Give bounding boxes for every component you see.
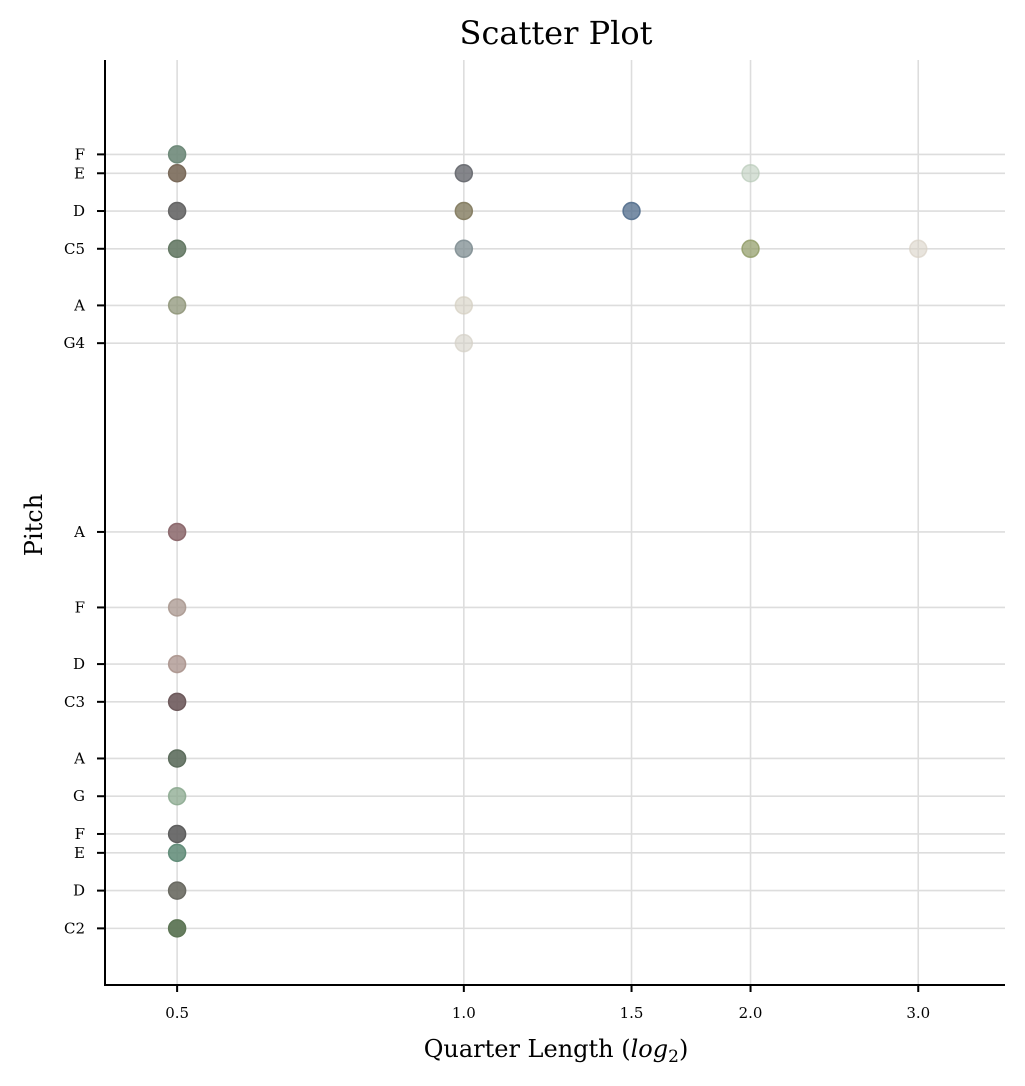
data-point — [167, 522, 187, 542]
y-tick-label: C2 — [64, 919, 85, 937]
data-point — [909, 239, 928, 259]
data-point — [167, 296, 187, 315]
x-axis-label: Quarter Length (log2) — [424, 1035, 689, 1067]
y-tick-label: F — [75, 825, 85, 843]
y-tick-label: A — [73, 749, 85, 767]
y-tick-label: C3 — [64, 693, 85, 711]
y-tick-label: D — [73, 655, 85, 673]
y-tick-label: E — [74, 164, 85, 182]
data-point — [167, 239, 187, 259]
data-points — [167, 145, 928, 938]
grid-lines — [105, 60, 1005, 985]
y-tick-label: C5 — [64, 240, 85, 258]
data-point — [454, 164, 474, 183]
data-point — [741, 239, 760, 259]
x-tick-label: 0.5 — [165, 1004, 189, 1022]
data-point — [454, 296, 474, 315]
x-tick-label: 3.0 — [906, 1004, 930, 1022]
data-point — [167, 919, 187, 938]
data-point — [167, 598, 187, 617]
chart-title: Scatter Plot — [460, 14, 653, 52]
x-tick-label: 1.5 — [620, 1004, 644, 1022]
x-tick-label: 1.0 — [452, 1004, 476, 1022]
y-tick-label: F — [75, 145, 85, 163]
data-point — [167, 201, 187, 221]
y-tick-label: A — [73, 296, 85, 314]
data-point — [167, 843, 187, 863]
y-axis-label: Pitch — [20, 494, 48, 556]
data-point — [454, 201, 474, 221]
data-point — [167, 786, 187, 806]
data-point — [167, 749, 187, 768]
y-tick-label: D — [73, 882, 85, 900]
data-point — [167, 881, 187, 900]
data-point — [167, 164, 187, 183]
y-tick-label: E — [74, 844, 85, 862]
y-tick-label: G — [73, 787, 85, 805]
data-point — [167, 824, 187, 844]
data-point — [167, 692, 187, 712]
data-point — [741, 164, 760, 183]
data-point — [454, 333, 474, 353]
y-tick-label: F — [75, 598, 85, 616]
y-tick-label: A — [73, 523, 85, 541]
y-tick-label: D — [73, 202, 85, 220]
data-point — [622, 201, 641, 221]
x-tick-label: 2.0 — [739, 1004, 763, 1022]
data-point — [454, 239, 474, 259]
y-tick-label: G4 — [63, 334, 85, 352]
data-point — [167, 145, 187, 164]
data-point — [167, 654, 187, 674]
